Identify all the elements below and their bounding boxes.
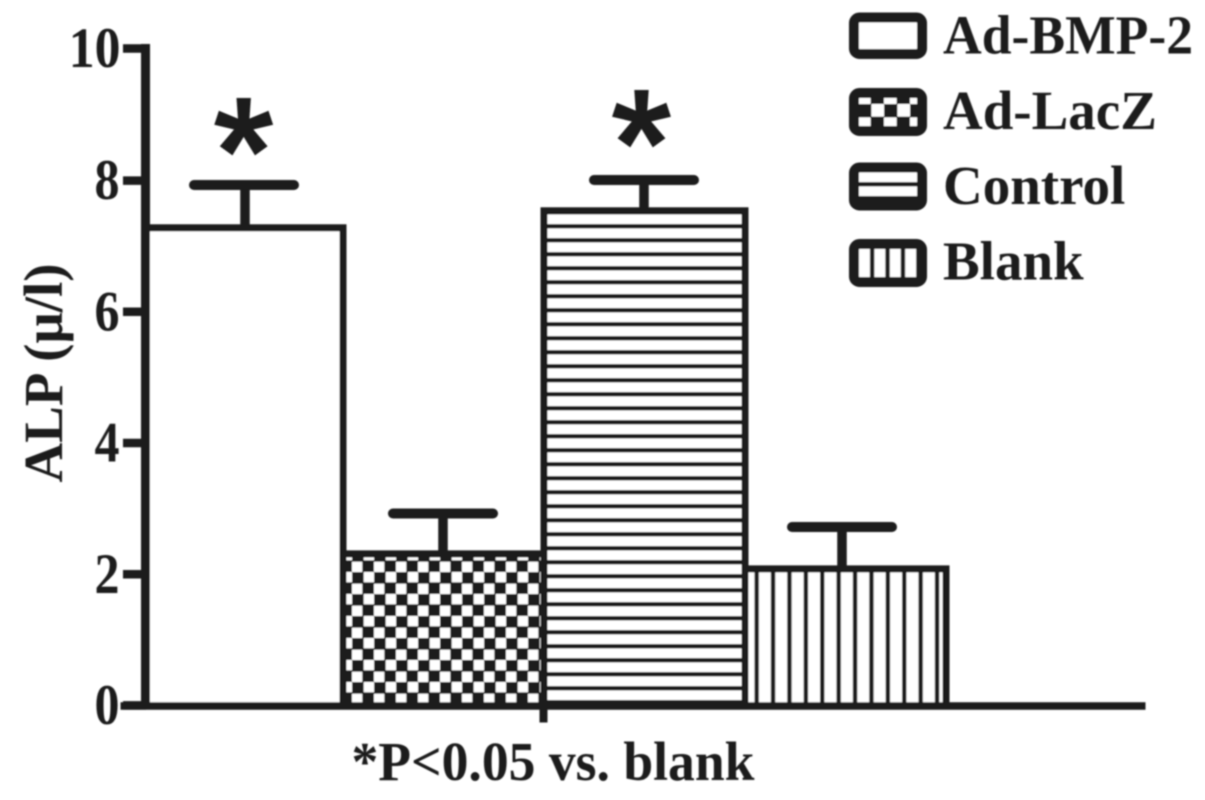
svg-text:ALP (μ/l): ALP (μ/l) xyxy=(13,263,74,482)
svg-text:6: 6 xyxy=(94,279,119,343)
svg-text:Ad-LacZ: Ad-LacZ xyxy=(943,80,1157,141)
svg-text:0: 0 xyxy=(94,673,119,737)
svg-text:8: 8 xyxy=(94,148,119,212)
svg-text:10: 10 xyxy=(69,15,121,79)
svg-text:Ad-BMP-2: Ad-BMP-2 xyxy=(943,5,1193,66)
svg-text:Blank: Blank xyxy=(943,230,1084,291)
svg-text:Control: Control xyxy=(943,155,1125,216)
svg-text:*P<0.05 vs. blank: *P<0.05 vs. blank xyxy=(352,731,755,792)
svg-text:4: 4 xyxy=(94,410,119,474)
svg-text:2: 2 xyxy=(94,542,119,606)
